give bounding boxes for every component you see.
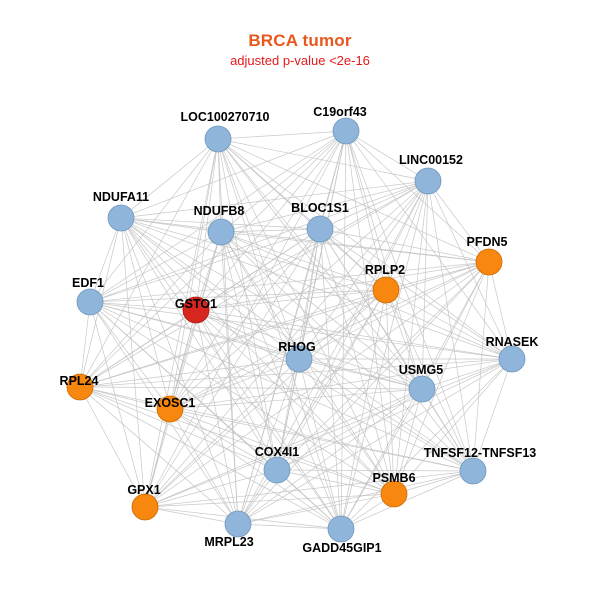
node-GADD45GIP1 (327, 515, 355, 543)
node-GPX1 (131, 493, 159, 521)
node-label-MRPL23: MRPL23 (204, 535, 253, 549)
node-COX4I1 (263, 456, 291, 484)
node-RPLP2 (372, 276, 400, 304)
node-label-LOC100270710: LOC100270710 (181, 110, 270, 124)
node-label-RHOG: RHOG (278, 340, 316, 354)
plot-title: BRCA tumor (248, 31, 352, 50)
node-label-EXOSC1: EXOSC1 (145, 396, 196, 410)
node-EDF1 (76, 288, 104, 316)
node-PSMB6 (380, 480, 408, 508)
node-LOC100270710 (204, 125, 232, 153)
node-GSTO1 (182, 296, 210, 324)
node-label-NDUFB8: NDUFB8 (194, 204, 245, 218)
node-MRPL23 (224, 510, 252, 538)
node-label-C19orf43: C19orf43 (313, 105, 367, 119)
node-TNFSF12-TNFSF13 (459, 457, 487, 485)
node-BLOC1S1 (306, 215, 334, 243)
plot-subtitle: adjusted p-value <2e-16 (230, 53, 370, 68)
node-PFDN5 (475, 248, 503, 276)
node-label-PFDN5: PFDN5 (467, 235, 508, 249)
edge-lines (79, 130, 513, 530)
node-labels: LOC100270710 C19orf43 LINC00152 NDUFA11 NDUF… (60, 105, 539, 555)
node-label-GSTO1: GSTO1 (175, 297, 217, 311)
node-label-BLOC1S1: BLOC1S1 (291, 201, 349, 215)
node-label-GADD45GIP1: GADD45GIP1 (302, 541, 381, 555)
node-label-USMG5: USMG5 (399, 363, 444, 377)
node-label-RPL24: RPL24 (60, 374, 99, 388)
node-label-GPX1: GPX1 (127, 483, 160, 497)
node-NDUFB8 (207, 218, 235, 246)
nodes (66, 117, 526, 543)
node-label-TNFSF12-TNFSF13: TNFSF12-TNFSF13 (424, 446, 537, 460)
node-label-COX4I1: COX4I1 (255, 445, 300, 459)
node-C19orf43 (332, 117, 360, 145)
node-RPL24 (66, 373, 94, 401)
node-RHOG (285, 345, 313, 373)
node-label-EDF1: EDF1 (72, 276, 104, 290)
node-label-PSMB6: PSMB6 (372, 471, 415, 485)
node-label-RNASEK: RNASEK (486, 335, 539, 349)
node-EXOSC1 (156, 395, 184, 423)
node-label-RPLP2: RPLP2 (365, 263, 405, 277)
node-RNASEK (498, 345, 526, 373)
node-NDUFA11 (107, 204, 135, 232)
node-USMG5 (408, 375, 436, 403)
node-LINC00152 (414, 167, 442, 195)
node-label-LINC00152: LINC00152 (399, 153, 463, 167)
node-label-NDUFA11: NDUFA11 (93, 190, 149, 204)
